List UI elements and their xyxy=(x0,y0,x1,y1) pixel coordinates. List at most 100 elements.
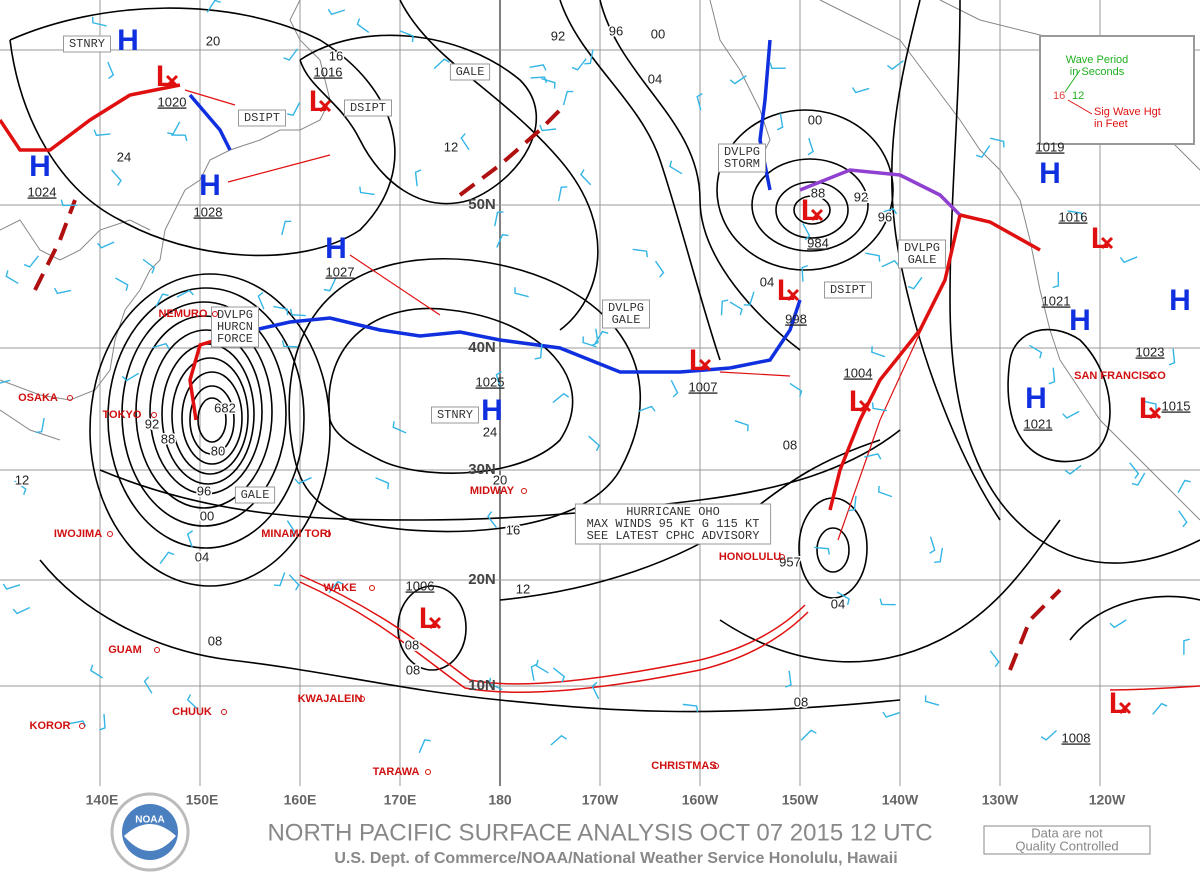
wind-barb xyxy=(729,301,743,316)
isobar-label: 08 xyxy=(794,694,808,709)
footer-title: NORTH PACIFIC SURFACE ANALYSIS OCT 07 20… xyxy=(267,819,932,846)
wind-barb xyxy=(155,293,169,307)
wind-barb xyxy=(142,258,156,274)
high-center: H xyxy=(117,24,139,57)
annotation-text: DSIPT xyxy=(244,111,280,125)
wind-barb xyxy=(90,664,104,679)
wind-barb xyxy=(592,328,599,346)
central-pressure: 1028 xyxy=(194,204,223,219)
isobar-label: 96 xyxy=(878,209,892,224)
isobar-label: 24 xyxy=(483,424,497,439)
annotation-text: STNRY xyxy=(69,37,105,51)
wind-barb xyxy=(562,90,574,106)
annotation-text: STORM xyxy=(724,157,760,171)
place-marker xyxy=(521,488,527,494)
wind-barb xyxy=(375,477,390,490)
low-marker xyxy=(428,616,442,630)
place-marker xyxy=(79,723,85,729)
isobar-label: 12 xyxy=(15,472,29,487)
isobar-label: 00 xyxy=(200,508,214,523)
wind-barb xyxy=(1062,410,1080,419)
longitude-label: 160E xyxy=(284,792,317,808)
wind-barb xyxy=(97,241,115,249)
wind-barb xyxy=(433,58,450,70)
wind-barb xyxy=(5,270,19,285)
wind-barb xyxy=(584,49,594,65)
disclaimer: Quality Controlled xyxy=(1015,838,1118,853)
low-marker xyxy=(318,99,332,113)
wind-barb xyxy=(359,186,375,196)
isobar-label: 04 xyxy=(831,596,845,611)
wind-barb xyxy=(800,729,817,741)
wind-barb xyxy=(588,435,601,452)
wind-barb xyxy=(882,711,900,718)
low-center: L xyxy=(156,60,174,93)
annotation-box xyxy=(449,63,491,81)
wind-barb xyxy=(802,223,811,241)
wind-barb xyxy=(550,734,567,746)
wind-barb xyxy=(530,663,538,681)
isobar-label: 12 xyxy=(444,139,458,154)
latitude-label: 40N xyxy=(468,339,496,356)
wind-barb xyxy=(864,453,882,460)
high-center: H xyxy=(1069,304,1091,337)
wind-barb xyxy=(418,739,431,754)
wind-barb xyxy=(257,291,265,310)
isobar-label: 92 xyxy=(551,28,565,43)
wind-barb xyxy=(111,169,122,186)
wind-barb xyxy=(53,287,72,295)
low-marker xyxy=(858,399,872,413)
wind-barb xyxy=(186,694,199,710)
place-marker xyxy=(425,769,431,775)
wind-barb xyxy=(93,129,111,137)
annotation-text: MAX WINDS 95 KT G 115 KT xyxy=(587,517,760,531)
wind-barb xyxy=(1067,210,1083,220)
wind-barb xyxy=(929,536,936,554)
wind-barb xyxy=(670,380,679,398)
legend: Wave Period in Seconds 12 16 Sig Wave Hg… xyxy=(1039,35,1195,145)
wind-barb xyxy=(975,145,991,159)
wind-barb xyxy=(1168,348,1176,366)
wind-barb xyxy=(989,137,1005,148)
place-name: IWOJIMA xyxy=(54,528,102,540)
place-name: SAN FRANCISCO xyxy=(1074,370,1166,382)
wind-barb xyxy=(534,343,543,360)
wind-barb xyxy=(167,121,181,135)
wind-barb xyxy=(879,598,896,606)
wind-barb xyxy=(1129,462,1140,479)
wind-barb xyxy=(591,681,600,700)
annotation-box xyxy=(344,99,392,117)
wind-barb xyxy=(287,102,301,117)
wind-barb xyxy=(487,511,498,528)
isobar-label: 00 xyxy=(651,26,665,41)
wind-barb xyxy=(494,211,504,227)
latitude-label: 20N xyxy=(468,571,496,588)
place-name: MIDWAY xyxy=(470,485,515,497)
wind-barb xyxy=(115,277,129,291)
isobar-label: 20 xyxy=(206,33,220,48)
annotation-box xyxy=(431,406,479,424)
wind-barb xyxy=(60,199,78,207)
wind-barb xyxy=(273,305,289,316)
wind-barb xyxy=(0,379,11,384)
isobar-label: 08 xyxy=(405,637,419,652)
wind-barb xyxy=(99,713,106,731)
place-name: CHUUK xyxy=(172,706,212,718)
annotation-box xyxy=(63,35,111,53)
legend-period-label: Wave Period xyxy=(1066,54,1129,66)
wind-barb xyxy=(281,220,292,236)
annotation-text: GALE xyxy=(908,253,937,267)
place-marker xyxy=(325,531,331,537)
high-center: H xyxy=(199,169,221,202)
wind-barb xyxy=(1048,367,1056,385)
wind-barb xyxy=(696,93,703,111)
annotation-text: DVLPG xyxy=(217,308,253,322)
wind-barb xyxy=(392,421,407,434)
wind-barb xyxy=(801,264,808,282)
place-name: NEMURO xyxy=(159,308,208,320)
wind-barb xyxy=(814,546,831,555)
disclaimer: Data are not xyxy=(1031,825,1103,840)
isobar-label: 08 xyxy=(208,633,222,648)
high-center: H xyxy=(1039,157,1061,190)
